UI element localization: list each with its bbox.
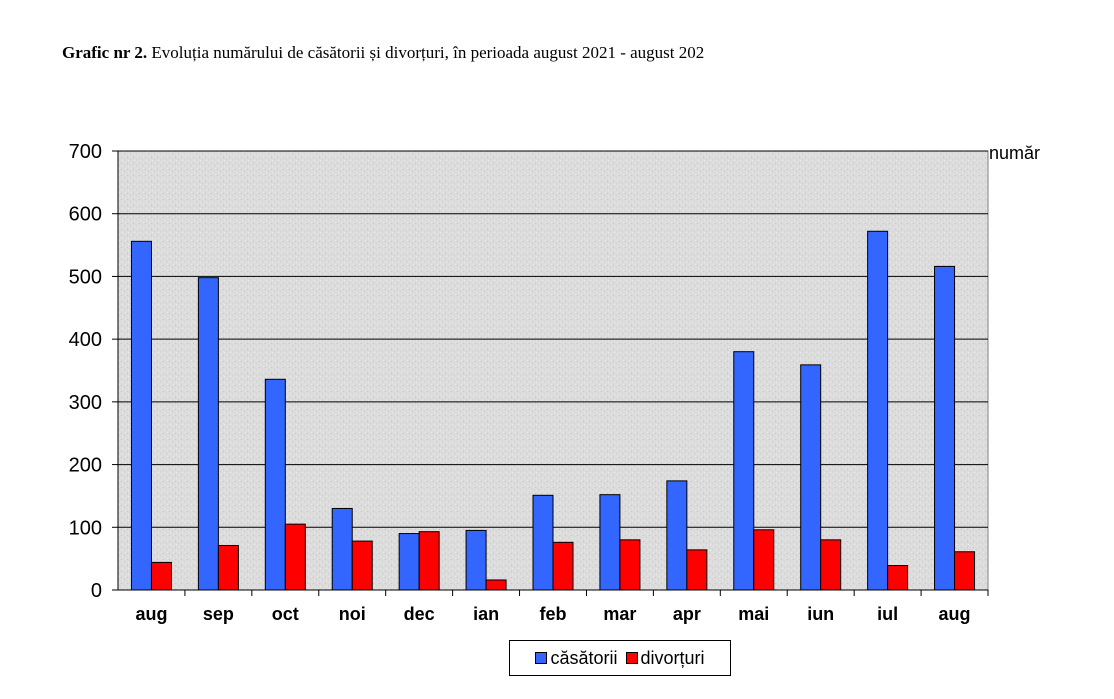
x-tick-label: sep	[203, 604, 234, 624]
bar-casatorii	[867, 230, 889, 591]
bar-divorturi	[820, 539, 842, 591]
y-tick-label: 500	[69, 266, 102, 288]
y-axis-label: număr	[989, 143, 1040, 163]
bar-divorturi	[284, 523, 306, 591]
legend-label-divorturi: divorțuri	[640, 647, 705, 668]
chart-caption: Grafic nr 2. Evoluția numărului de căsăt…	[62, 43, 704, 63]
bar-divorturi	[150, 561, 172, 591]
bar-casatorii	[666, 480, 688, 591]
bar-casatorii	[398, 533, 420, 591]
x-tick-label: iun	[807, 604, 834, 624]
x-tick-label: mar	[603, 604, 636, 624]
legend-swatch-casatorii	[535, 652, 548, 664]
bar-divorturi	[552, 541, 574, 591]
bar-casatorii	[331, 507, 353, 591]
bar-casatorii	[733, 351, 755, 591]
x-tick-label: noi	[339, 604, 366, 624]
y-tick-label: 400	[69, 329, 102, 351]
y-tick-label: 600	[69, 204, 102, 226]
x-tick-label: aug	[939, 604, 971, 624]
y-tick-label: 0	[91, 580, 102, 602]
bar-casatorii	[130, 240, 152, 591]
legend-item-casatorii: căsătorii	[535, 647, 618, 669]
y-tick-label: 100	[69, 517, 102, 539]
bar-divorturi	[753, 529, 775, 591]
bar-casatorii	[800, 364, 822, 591]
x-tick-label: aug	[135, 604, 167, 624]
chart-legend: căsătorii divorțuri	[509, 640, 731, 676]
bar-divorturi	[887, 565, 909, 591]
bar-divorturi	[686, 549, 708, 591]
bar-divorturi	[619, 539, 641, 591]
x-tick-label: oct	[272, 604, 299, 624]
legend-item-divorturi: divorțuri	[625, 647, 705, 669]
bar-casatorii	[599, 494, 621, 591]
x-tick-label: ian	[473, 604, 499, 624]
x-tick-label: dec	[404, 604, 435, 624]
bar-divorturi	[418, 531, 440, 591]
x-tick-label: apr	[673, 604, 701, 624]
bar-casatorii	[532, 494, 554, 591]
y-tick-label: 300	[69, 392, 102, 414]
x-tick-label: feb	[540, 604, 567, 624]
x-tick-label: iul	[877, 604, 898, 624]
bar-divorturi	[351, 540, 373, 591]
caption-text: Evoluția numărului de căsătorii și divor…	[147, 43, 705, 62]
bar-divorturi	[485, 579, 507, 591]
bar-casatorii	[197, 277, 219, 591]
caption-label: Grafic nr 2.	[62, 43, 148, 62]
y-tick-label: 200	[69, 455, 102, 477]
bar-casatorii	[465, 529, 487, 591]
x-tick-label: mai	[738, 604, 769, 624]
bar-divorturi	[217, 544, 239, 591]
bar-casatorii	[934, 265, 956, 591]
y-tick-label: 700	[69, 141, 102, 163]
bar-casatorii	[264, 378, 286, 591]
legend-label-casatorii: căsătorii	[550, 647, 618, 668]
bar-divorturi	[954, 551, 976, 591]
legend-swatch-divorturi	[625, 652, 638, 664]
